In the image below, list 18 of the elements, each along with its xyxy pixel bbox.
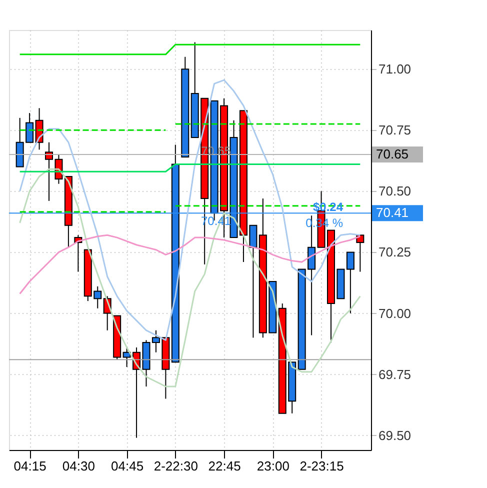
x-tick-label: 23:00	[256, 458, 290, 474]
y-tick-label: 70.75	[378, 122, 412, 138]
x-tick-label: 2-23:15	[300, 458, 344, 474]
y-tick-label: 69.75	[378, 366, 412, 382]
x-tick-label: 22:45	[208, 458, 241, 474]
y-tick-label: 70.25	[378, 244, 412, 260]
y-tick-label: 70.50	[378, 184, 412, 199]
ref-line-label: 70.65	[376, 146, 409, 162]
x-tick-label: 04:30	[62, 458, 95, 474]
x-tick-label: 04:45	[111, 458, 144, 474]
y-tick-label: 69.50	[378, 428, 412, 443]
ref-line-label: 70.41	[376, 205, 409, 220]
y-tick-label: 70.00	[378, 306, 412, 321]
y-tick-label: 71.00	[378, 62, 412, 77]
x-tick-label: 04:15	[14, 458, 46, 474]
x-tick-label: 2-22:30	[154, 458, 198, 474]
candlestick	[346, 252, 354, 314]
annotation: 70.65	[200, 144, 232, 158]
